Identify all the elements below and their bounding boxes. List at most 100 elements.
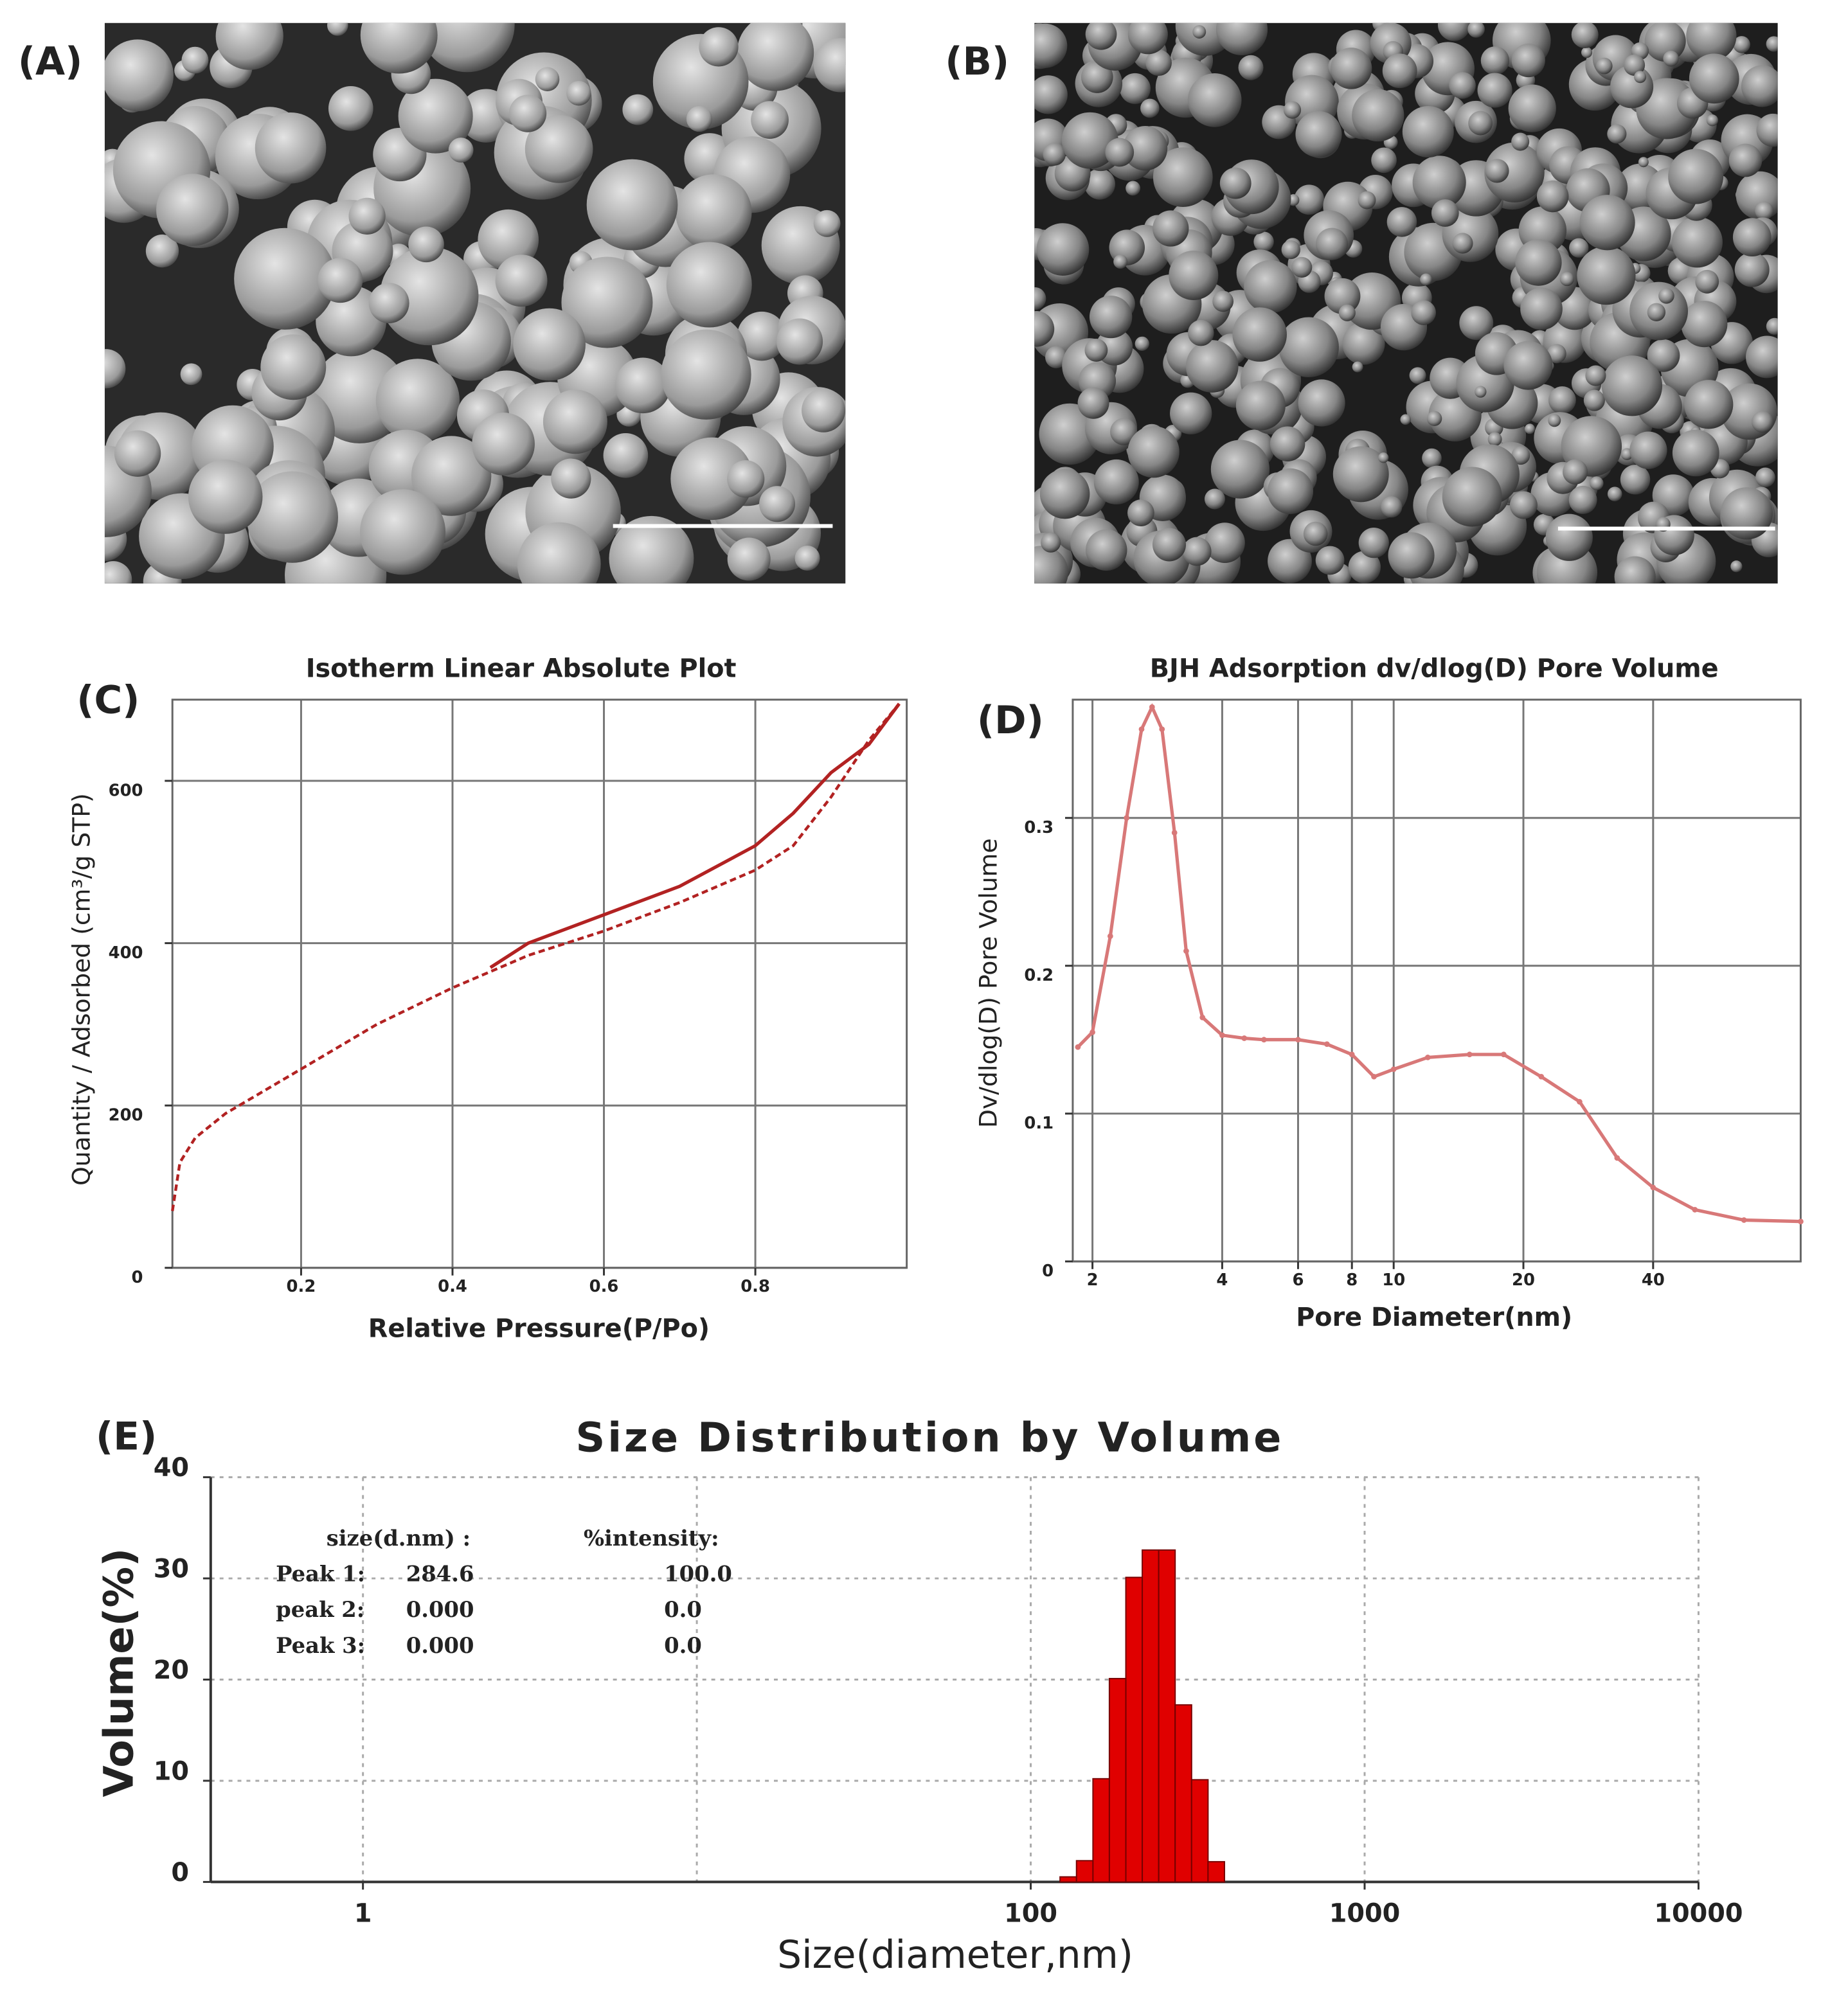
particle	[1571, 22, 1599, 49]
particle	[379, 246, 479, 346]
particle	[1547, 344, 1566, 364]
particle	[1426, 411, 1442, 426]
histogram-bar	[1190, 1779, 1209, 1883]
particle	[1634, 71, 1647, 84]
particle	[1511, 43, 1545, 78]
x-tick-label: 10	[1382, 1271, 1405, 1290]
particle	[104, 349, 126, 389]
particle	[1579, 195, 1635, 251]
data-point	[1183, 948, 1189, 954]
histogram-bar	[1059, 1876, 1077, 1883]
table-cell: 284.6	[406, 1561, 474, 1587]
particle	[776, 318, 823, 365]
particle	[1437, 22, 1471, 41]
particle	[1585, 365, 1606, 386]
y-axis-label: Volume(%)	[94, 1548, 142, 1797]
particle	[1034, 75, 1068, 114]
particle	[1607, 124, 1627, 144]
particle	[104, 39, 174, 112]
particle	[1041, 532, 1061, 553]
particle	[246, 471, 338, 563]
histogram-bar	[1142, 1549, 1160, 1883]
particle	[1205, 522, 1245, 563]
particle	[327, 22, 348, 36]
particle	[1422, 448, 1442, 468]
particle	[1267, 468, 1314, 514]
particle	[1431, 199, 1459, 227]
table-cell: 0.000	[406, 1596, 474, 1622]
particle	[1192, 25, 1207, 39]
particle	[419, 22, 515, 73]
particle	[1520, 287, 1563, 330]
particle	[368, 283, 409, 324]
particle	[1382, 53, 1417, 89]
particle	[1548, 414, 1561, 427]
data-point	[1798, 1218, 1804, 1225]
data-line	[171, 702, 901, 1211]
particle	[104, 561, 132, 584]
data-point	[1090, 1029, 1095, 1035]
particle	[1084, 339, 1108, 362]
x-tick-label: 1000	[1329, 1899, 1401, 1929]
histogram-bar	[1158, 1549, 1176, 1883]
chart-title: Size Distribution by Volume	[575, 1414, 1284, 1461]
particle	[1324, 278, 1361, 314]
particle	[1590, 476, 1604, 490]
particle	[348, 197, 386, 235]
particle	[1281, 240, 1300, 260]
data-point	[1424, 1055, 1431, 1060]
particle	[1620, 465, 1651, 495]
particle	[1644, 22, 1686, 62]
particle	[408, 226, 444, 263]
chart-title: BJH Adsorption dv/dlog(D) Pore Volume	[1150, 654, 1719, 684]
x-tick-label: 6	[1292, 1271, 1304, 1290]
particle	[1081, 61, 1113, 93]
particle	[1036, 223, 1090, 276]
particle	[1601, 355, 1663, 416]
chart-title: Isotherm Linear Absolute Plot	[306, 654, 737, 684]
particle	[1113, 254, 1128, 269]
particle	[1077, 387, 1109, 419]
particle	[1638, 157, 1649, 168]
particle	[1614, 556, 1656, 584]
data-point	[1241, 1035, 1248, 1041]
table-header: %intensity:	[584, 1525, 719, 1551]
particle	[551, 458, 591, 499]
particle	[1766, 36, 1778, 52]
y-tick-label: 0	[132, 1268, 143, 1287]
particle	[622, 94, 654, 125]
particle	[1386, 207, 1417, 237]
particle	[1378, 452, 1389, 463]
y-tick-label: 400	[109, 943, 143, 963]
particle	[1400, 414, 1412, 425]
y-tick-label: 0	[171, 1858, 189, 1887]
particle	[1085, 22, 1117, 50]
particle	[328, 86, 373, 131]
particle	[1034, 23, 1068, 68]
particle	[1216, 22, 1268, 55]
particle	[1235, 380, 1286, 431]
particle	[1524, 424, 1535, 434]
particle	[1583, 389, 1605, 411]
plot-frame	[171, 699, 908, 1269]
data-point	[1614, 1155, 1620, 1161]
data-point	[1538, 1073, 1545, 1080]
particle	[1039, 403, 1100, 465]
particle	[1647, 303, 1666, 321]
particle	[114, 430, 161, 477]
particle	[1536, 180, 1569, 213]
particle	[1034, 311, 1055, 347]
particle	[1089, 295, 1133, 339]
particle	[1509, 491, 1538, 519]
particle	[411, 436, 492, 516]
data-point	[1124, 815, 1130, 821]
particle	[1734, 252, 1770, 287]
y-tick-label: 40	[154, 1453, 189, 1483]
particle	[1269, 426, 1305, 461]
particle	[666, 242, 752, 328]
particle	[1766, 317, 1778, 335]
particle	[215, 22, 283, 70]
particle	[448, 138, 474, 163]
